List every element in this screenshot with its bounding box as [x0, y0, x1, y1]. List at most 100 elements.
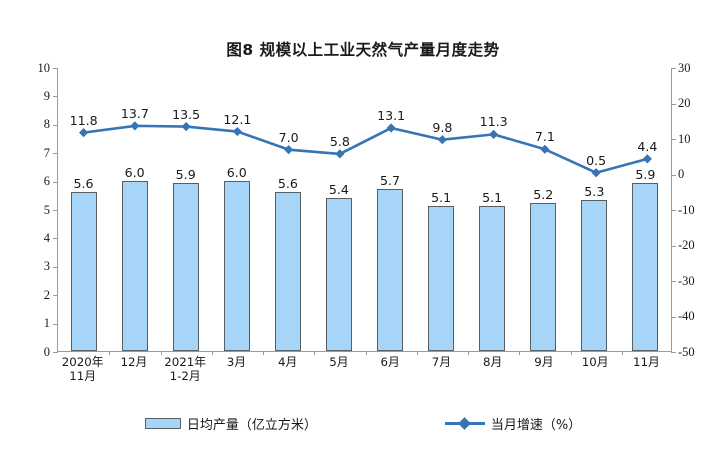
- bar[interactable]: [632, 183, 659, 351]
- bar[interactable]: [428, 206, 455, 351]
- legend-label-output: 日均产量（亿立方米）: [186, 417, 317, 433]
- left-axis-tickmarks: [53, 68, 671, 353]
- x-axis-tickmark: [263, 351, 264, 355]
- y-axis-right-tickmark: [671, 139, 676, 140]
- y-axis-left-tick: 6: [43, 174, 50, 189]
- y-axis-left-tickmark: [53, 352, 58, 353]
- y-axis-right-tickmark: [671, 174, 676, 176]
- x-axis-label: 5月: [329, 355, 349, 369]
- bar-group[interactable]: 5.7: [364, 68, 415, 351]
- x-axis-label: 6月: [380, 355, 400, 369]
- x-axis-tickmark: [211, 351, 213, 355]
- bar[interactable]: [377, 189, 403, 351]
- bar-group[interactable]: 5.6: [262, 68, 313, 351]
- y-axis-left-tickmark: [53, 124, 58, 126]
- bar[interactable]: [172, 183, 199, 351]
- bar[interactable]: [479, 206, 506, 351]
- x-axis-tickmark: [365, 351, 367, 355]
- y-axis-left-tick: 4: [43, 230, 50, 245]
- bar-group[interactable]: 6.0: [211, 68, 262, 351]
- y-axis-right-tick: -20: [678, 238, 695, 252]
- right-axis-tickmarks: [58, 68, 676, 353]
- x-axis-label: 8月: [482, 355, 503, 369]
- bar-value-label: 5.2: [533, 187, 554, 203]
- x-axis-label: 2021年 1-2月: [164, 355, 207, 383]
- y-axis-right-tick: -40: [678, 309, 695, 323]
- x-axis-tickmark: [109, 351, 111, 355]
- y-axis-right-tick: 10: [678, 131, 691, 146]
- x-axis-tickmarks: [58, 68, 671, 355]
- y-axis-right-tickmark: [671, 352, 676, 353]
- x-axis-tickmark: [519, 351, 521, 355]
- bar-group[interactable]: 5.3: [569, 68, 620, 351]
- bar-value-label: 5.7: [379, 173, 401, 189]
- y-axis-left-tick: 3: [43, 259, 50, 274]
- y-axis-left-tick: 5: [43, 202, 50, 217]
- y-axis-right-tickmark: [671, 210, 676, 211]
- y-axis-left-tickmark: [53, 323, 58, 325]
- bar-value-label: 5.9: [635, 167, 656, 183]
- bar-group[interactable]: 5.1: [416, 68, 467, 351]
- bar-group[interactable]: 5.6: [58, 68, 109, 351]
- line-swatch-icon: [444, 417, 485, 430]
- y-axis-right-labels: 30 20 10 0 -10 -20 -30 -40 -50: [678, 61, 726, 357]
- bar[interactable]: [70, 191, 97, 351]
- bar[interactable]: [325, 197, 352, 351]
- y-axis-left-tick: 1: [43, 316, 50, 331]
- y-axis-right-tickmark: [671, 316, 676, 318]
- bar[interactable]: [530, 203, 557, 351]
- y-axis-left-tick: 10: [37, 60, 51, 75]
- y-axis-left-tickmark: [53, 153, 58, 155]
- bar-group[interactable]: 5.9: [160, 68, 211, 351]
- bar[interactable]: [121, 180, 148, 351]
- bar-value-label: 5.6: [73, 175, 94, 191]
- y-axis-left-tickmark: [53, 210, 58, 211]
- bar-group[interactable]: 5.1: [467, 68, 518, 351]
- x-axis-tickmark: [570, 351, 572, 355]
- y-axis-left-labels: 10 9 8 7 6 5 4 3 2 1 0: [0, 61, 51, 357]
- bar-group[interactable]: 5.2: [518, 68, 569, 351]
- y-axis-right-tickmark: [671, 245, 676, 247]
- y-axis-right-tick: -30: [678, 273, 695, 288]
- bar-group[interactable]: 5.9: [620, 68, 671, 351]
- y-axis-right-tick: -10: [678, 202, 695, 217]
- bar[interactable]: [581, 200, 608, 351]
- y-axis-left-tick: 8: [43, 117, 50, 132]
- bar-swatch-icon: [144, 417, 181, 429]
- legend-label-growth: 当月增速（%）: [490, 417, 582, 433]
- x-axis-tickmark: [621, 351, 623, 355]
- y-axis-right-tickmark: [671, 103, 676, 105]
- y-axis-left-tickmark: [53, 181, 58, 183]
- x-axis-label: 9月: [534, 355, 554, 369]
- y-axis-right-tick: 30: [678, 60, 691, 75]
- x-axis-label: 10月: [581, 355, 609, 369]
- plot-area: 5.6 6.0 5.9 6.0 5.6 5.4 5.7 5.1 5.1 5.2 5.3 5.9 11.…: [53, 68, 676, 355]
- x-axis-label: 12月: [120, 355, 148, 369]
- y-axis-right-tick: 0: [678, 167, 685, 181]
- chart-legend: 日均产量（亿立方米） 当月增速（%）: [0, 408, 726, 438]
- x-axis-tickmark: [314, 351, 316, 355]
- x-axis-label: 7月: [431, 355, 452, 369]
- x-axis-tickmark: [468, 351, 469, 355]
- y-axis-right-tickmark: [671, 68, 676, 69]
- bar-value-label: 5.3: [584, 184, 605, 200]
- legend-item-growth[interactable]: 当月增速（%）: [444, 414, 582, 433]
- x-axis-label: 4月: [277, 355, 298, 369]
- y-axis-right-tickmark: [671, 281, 676, 282]
- x-axis-tickmark: [160, 351, 162, 355]
- x-axis-label: 3月: [226, 355, 247, 369]
- x-axis-label: 11月: [632, 355, 660, 369]
- bar-value-label: 5.1: [482, 190, 503, 206]
- bar-value-label: 5.4: [328, 181, 349, 197]
- y-axis-right-tick: -50: [678, 344, 695, 359]
- bar[interactable]: [223, 180, 250, 351]
- bar-series: 5.6 6.0 5.9 6.0 5.6 5.4 5.7 5.1 5.1 5.2 5.3 5.9: [58, 68, 671, 351]
- bar-group[interactable]: 5.4: [313, 68, 364, 351]
- y-axis-left-tickmark: [53, 295, 58, 297]
- legend-item-output[interactable]: 日均产量（亿立方米）: [144, 414, 317, 433]
- bar-group[interactable]: 6.0: [109, 68, 160, 351]
- bar[interactable]: [274, 191, 301, 351]
- x-axis-label: 2020年 11月: [61, 355, 104, 383]
- y-axis-left-tick: 0: [43, 344, 50, 359]
